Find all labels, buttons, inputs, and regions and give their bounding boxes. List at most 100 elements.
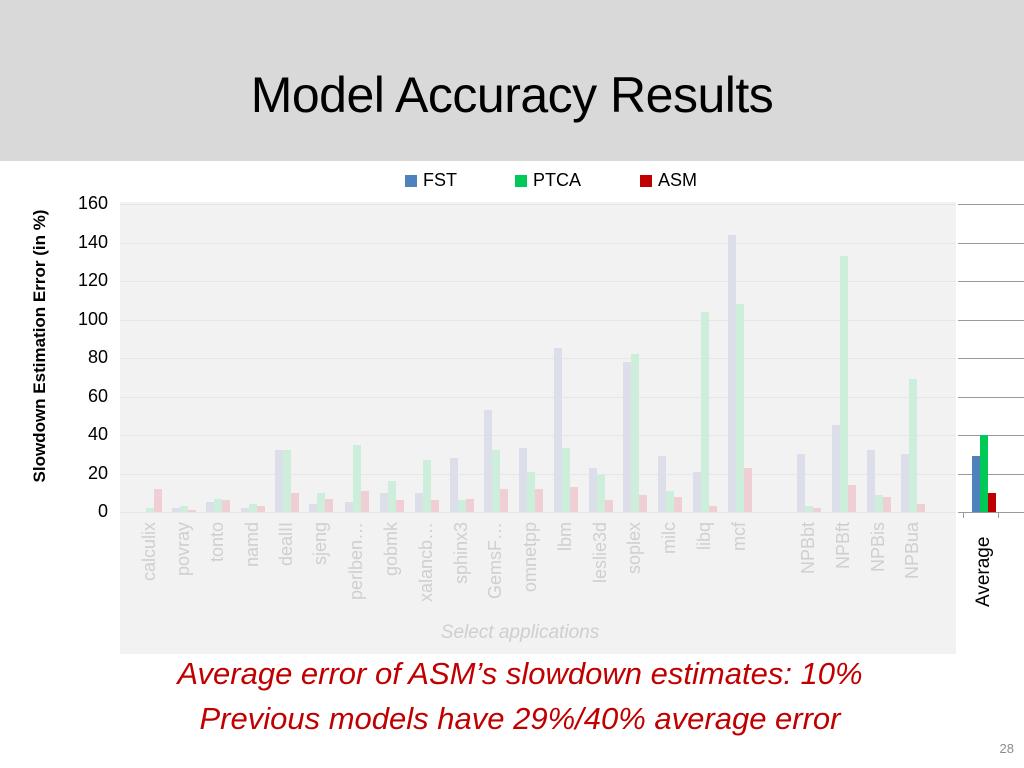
bar-ptca-leslie3d — [597, 475, 605, 512]
bar-fst-mcf — [728, 234, 736, 512]
legend-item-asm: ASM — [640, 170, 697, 191]
bar-asm-npbua — [917, 504, 925, 512]
bar-ptca-omnetpp — [527, 471, 535, 512]
x-tick-label: tonto — [207, 522, 227, 563]
average-gridline — [958, 319, 1024, 321]
x-tick-label: leslie3d — [590, 522, 610, 584]
average-axis-tick-right — [998, 512, 999, 518]
gridline — [120, 512, 956, 513]
bar-ptca-libq — [701, 311, 709, 512]
y-axis-title: Slowdown Estimation Error (in %) — [30, 196, 50, 496]
bar-ptca-tonto — [214, 498, 222, 512]
legend-swatch-fst — [405, 174, 417, 187]
x-tick-label: omnetpp — [520, 522, 540, 593]
bar-fst-xalancb — [415, 492, 423, 512]
x-tick-label: povray — [173, 522, 193, 577]
bar-fst-sphinx3 — [450, 458, 458, 512]
bar-asm-leslie3d — [605, 500, 613, 512]
bar-ptca-npbis — [875, 494, 883, 512]
legend-item-ptca: PTCA — [515, 170, 581, 191]
legend-swatch-asm — [640, 174, 652, 187]
y-tick-label: 60 — [87, 385, 108, 406]
bar-asm-xalancb — [431, 500, 439, 512]
bar-fst-omnetpp — [519, 448, 527, 512]
x-tick-label: NPBis — [868, 522, 888, 573]
average-gridline — [958, 281, 1024, 282]
bar-asm-dealii — [291, 492, 299, 512]
bar-fst-dealii — [275, 450, 283, 512]
bar-ptca-soplex — [631, 354, 639, 512]
bar-fst-soplex — [623, 361, 631, 512]
bar-fst-povray — [172, 508, 180, 512]
legend-label-fst: FST — [423, 170, 457, 190]
bar-fst-libq — [693, 471, 701, 512]
x-tick-label: mcf — [729, 522, 749, 551]
bar-ptca-average — [980, 435, 988, 512]
bar-ptca-milc — [666, 490, 674, 512]
y-tick-label: 100 — [77, 308, 108, 329]
average-x-axis — [958, 512, 1024, 513]
average-gridline — [958, 204, 1024, 205]
bar-ptca-npbbt — [805, 506, 813, 512]
y-tick-label: 160 — [77, 193, 108, 213]
y-tick-label: 0 — [97, 501, 108, 521]
faded-plot-area — [120, 202, 956, 654]
bar-asm-gobmk — [396, 500, 404, 512]
bar-fst-tonto — [206, 502, 214, 512]
x-tick-label: NPBua — [902, 522, 922, 580]
average-axis-tick-left — [963, 512, 964, 518]
y-tick-label: 140 — [77, 231, 108, 252]
y-tick-label: 120 — [77, 270, 108, 290]
x-tick-label: gobmk — [381, 522, 401, 577]
bar-fst-leslie3d — [589, 467, 597, 512]
bar-asm-npbis — [883, 496, 891, 512]
bar-fst-npbft — [832, 425, 840, 512]
bar-asm-sphinx3 — [466, 498, 474, 512]
bar-ptca-npbft — [840, 255, 848, 512]
title-bar — [0, 0, 1024, 161]
bar-ptca-xalancb — [423, 460, 431, 512]
x-tick-label: sjeng — [310, 522, 330, 566]
gridline — [120, 281, 956, 282]
bar-ptca-npbua — [909, 379, 917, 512]
bar-ptca-calculix — [146, 508, 154, 512]
bar-asm-omnetpp — [535, 488, 543, 512]
y-tick-label: 80 — [87, 347, 108, 367]
bar-asm-tonto — [222, 500, 230, 512]
x-tick-label: namd — [242, 522, 262, 568]
legend-label-asm: ASM — [658, 170, 698, 190]
page-number: 28 — [999, 741, 1014, 756]
gridline — [120, 204, 956, 205]
gridline — [120, 242, 956, 244]
gridline — [120, 319, 956, 321]
x-tick-label: sphinx3 — [451, 522, 471, 585]
bar-asm-perlben — [361, 490, 369, 512]
bar-asm-namd — [257, 506, 265, 512]
gridline — [120, 358, 956, 359]
average-gridline — [958, 396, 1024, 398]
bar-asm-mcf — [744, 467, 752, 512]
bar-asm-povray — [188, 510, 196, 512]
bar-asm-milc — [674, 496, 682, 512]
bar-asm-soplex — [639, 494, 647, 512]
bar-asm-lbm — [570, 486, 578, 512]
x-tick-label: calculix — [139, 522, 159, 582]
average-gridline — [958, 435, 1024, 436]
bar-fst-perlben — [345, 502, 353, 512]
bar-ptca-sjeng — [317, 492, 325, 512]
legend-item-fst: FST — [405, 170, 457, 191]
bar-fst-namd — [241, 508, 249, 512]
bar-fst-lbm — [554, 348, 562, 512]
bar-ptca-gemsf — [492, 450, 500, 512]
caption-line-2: Previous models have 29%/40% average err… — [199, 701, 841, 736]
bar-asm-gemsf — [500, 488, 508, 512]
bar-asm-npbft — [848, 485, 856, 512]
x-tick-label: lbm — [555, 522, 575, 552]
bar-fst-npbua — [901, 454, 909, 512]
y-tick-label: 40 — [87, 424, 108, 444]
bar-asm-sjeng — [325, 498, 333, 512]
x-tick-label: perlben… — [346, 522, 366, 601]
bar-asm-libq — [709, 506, 717, 512]
bar-asm-average — [988, 492, 996, 512]
x-tick-label: NPBft — [833, 522, 853, 570]
